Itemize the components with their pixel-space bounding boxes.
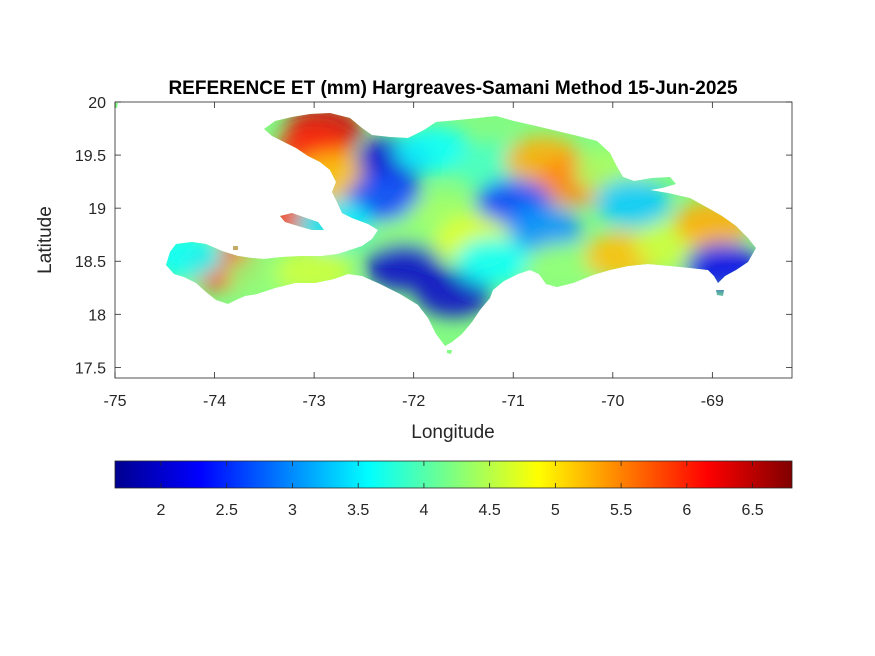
plot-box (114, 101, 793, 379)
colorbar-tick-label: 5.5 (610, 502, 632, 519)
colorbar-tick-label: 2 (157, 502, 166, 519)
x-axis-label: Longitude (411, 422, 494, 443)
x-tick-label: -69 (701, 393, 724, 410)
colorbar-tick-label: 2.5 (216, 502, 238, 519)
y-axis-label: Latitude (35, 206, 56, 274)
colorbar-tick-label: 4 (419, 502, 428, 519)
x-axis-ticks: -75 -74 -73 -72 -71 -70 -69 (103, 102, 724, 410)
y-tick-label: 18 (88, 307, 106, 324)
y-tick-label: 20 (88, 95, 106, 112)
colorbar-tick-label: 6.5 (741, 502, 763, 519)
colorbar-ticks: 2 2.5 3 3.5 4 4.5 5 5.5 6 6.5 (157, 461, 764, 519)
chart-title: REFERENCE ET (mm) Hargreaves-Samani Meth… (168, 78, 738, 99)
y-axis-ticks: 17.5 18 18.5 19 19.5 20 (75, 95, 792, 377)
x-tick-label: -72 (402, 393, 425, 410)
colorbar-tick-label: 3 (288, 502, 297, 519)
colorbar-tick-label: 6 (682, 502, 691, 519)
x-tick-label: -70 (601, 393, 624, 410)
x-tick-label: -71 (502, 393, 525, 410)
y-tick-label: 18.5 (75, 254, 106, 271)
x-tick-label: -74 (203, 393, 226, 410)
y-tick-label: 19 (88, 201, 106, 218)
colorbar-tick-label: 3.5 (347, 502, 369, 519)
x-tick-label: -73 (303, 393, 326, 410)
colorbar-tick-label: 5 (551, 502, 560, 519)
colorbar-tick-label: 4.5 (479, 502, 501, 519)
y-tick-label: 19.5 (75, 148, 106, 165)
x-tick-label: -75 (103, 393, 126, 410)
y-tick-label: 17.5 (75, 360, 106, 377)
colorbar (114, 460, 793, 489)
